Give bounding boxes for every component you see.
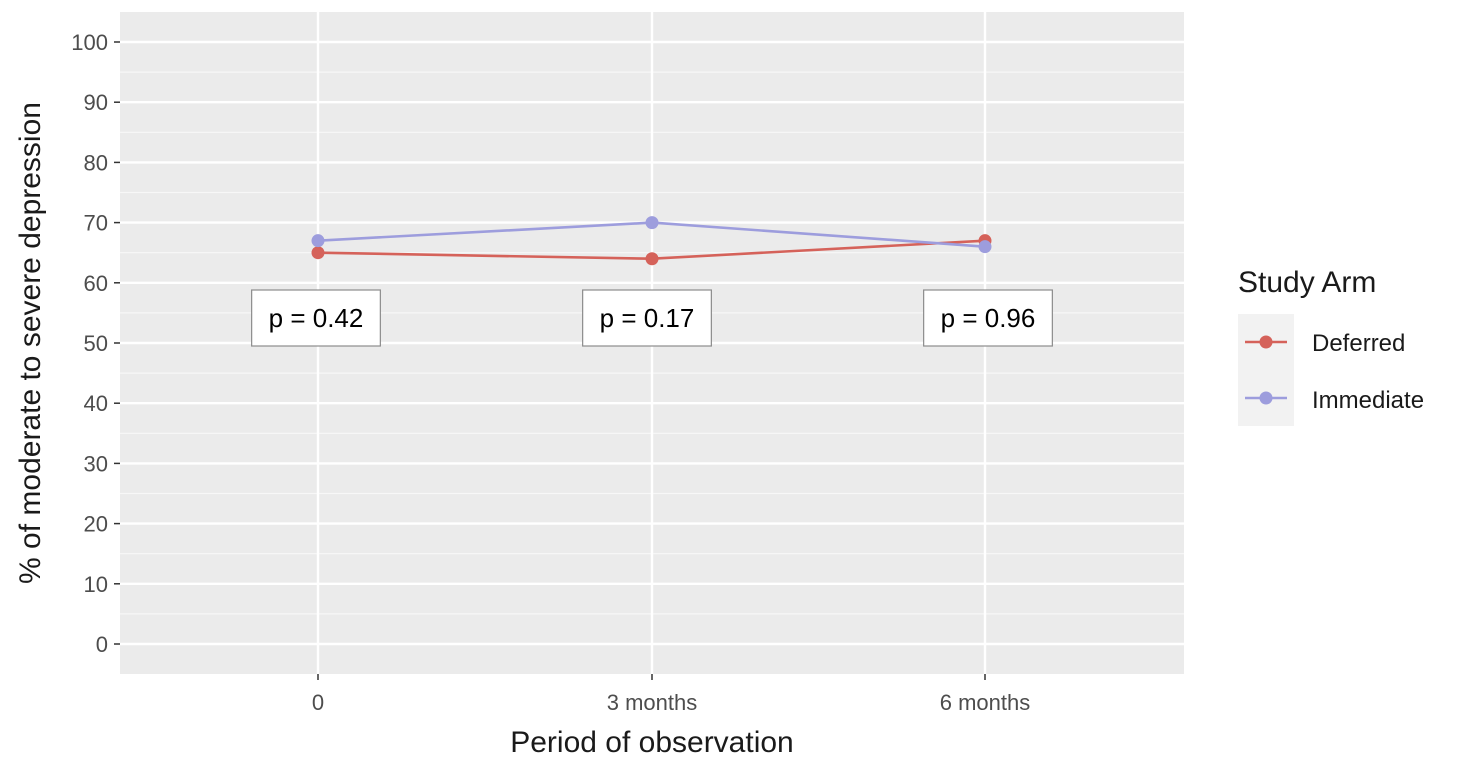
y-tick-label: 50	[84, 331, 108, 356]
data-point-immediate	[978, 240, 992, 254]
p-value-box	[251, 289, 381, 347]
y-tick-label: 10	[84, 572, 108, 597]
y-tick-label: 80	[84, 150, 108, 175]
y-tick-label: 0	[96, 632, 108, 657]
x-tick-label: 6 months	[940, 690, 1031, 715]
legend-title: Study Arm	[1238, 266, 1376, 299]
y-axis-title: % of moderate to severe depression	[14, 102, 47, 584]
y-tick-label: 90	[84, 90, 108, 115]
data-point-immediate	[311, 234, 325, 248]
data-point-deferred	[311, 246, 325, 260]
x-tick-label: 3 months	[607, 690, 698, 715]
p-value-box	[582, 289, 712, 347]
y-tick-label: 20	[84, 512, 108, 537]
p-value-text: p = 0.42	[269, 303, 364, 333]
legend-label-immediate: Immediate	[1312, 387, 1424, 414]
p-value-text: p = 0.96	[941, 303, 1036, 333]
p-value-box	[923, 289, 1053, 347]
x-axis-title: Period of observation	[510, 726, 794, 758]
p-value-label: p = 0.17	[582, 289, 712, 347]
legend-point-immediate	[1259, 391, 1273, 405]
y-tick-label: 30	[84, 451, 108, 476]
x-tick-label: 0	[312, 690, 324, 715]
legend: Study Arm Deferred Immediate	[1238, 266, 1424, 426]
p-value-text: p = 0.17	[600, 303, 695, 333]
data-point-immediate	[645, 216, 659, 230]
data-point-deferred	[645, 252, 659, 266]
legend-keys	[1245, 335, 1287, 405]
legend-point-deferred	[1259, 335, 1273, 349]
y-tick-label: 60	[84, 271, 108, 296]
p-value-annotations: p = 0.42 p = 0.17 p = 0.96	[251, 289, 1053, 347]
p-value-label: p = 0.96	[923, 289, 1053, 347]
y-tick-label: 100	[71, 30, 108, 55]
legend-label-deferred: Deferred	[1312, 330, 1405, 357]
series-points	[311, 216, 992, 266]
y-tick-label: 40	[84, 391, 108, 416]
p-value-label: p = 0.42	[251, 289, 381, 347]
x-axis: 0 3 months 6 months	[312, 674, 1030, 715]
y-tick-label: 70	[84, 211, 108, 236]
y-axis: 0 10 20 30 40 50 60 70 80 90 100	[71, 30, 120, 657]
